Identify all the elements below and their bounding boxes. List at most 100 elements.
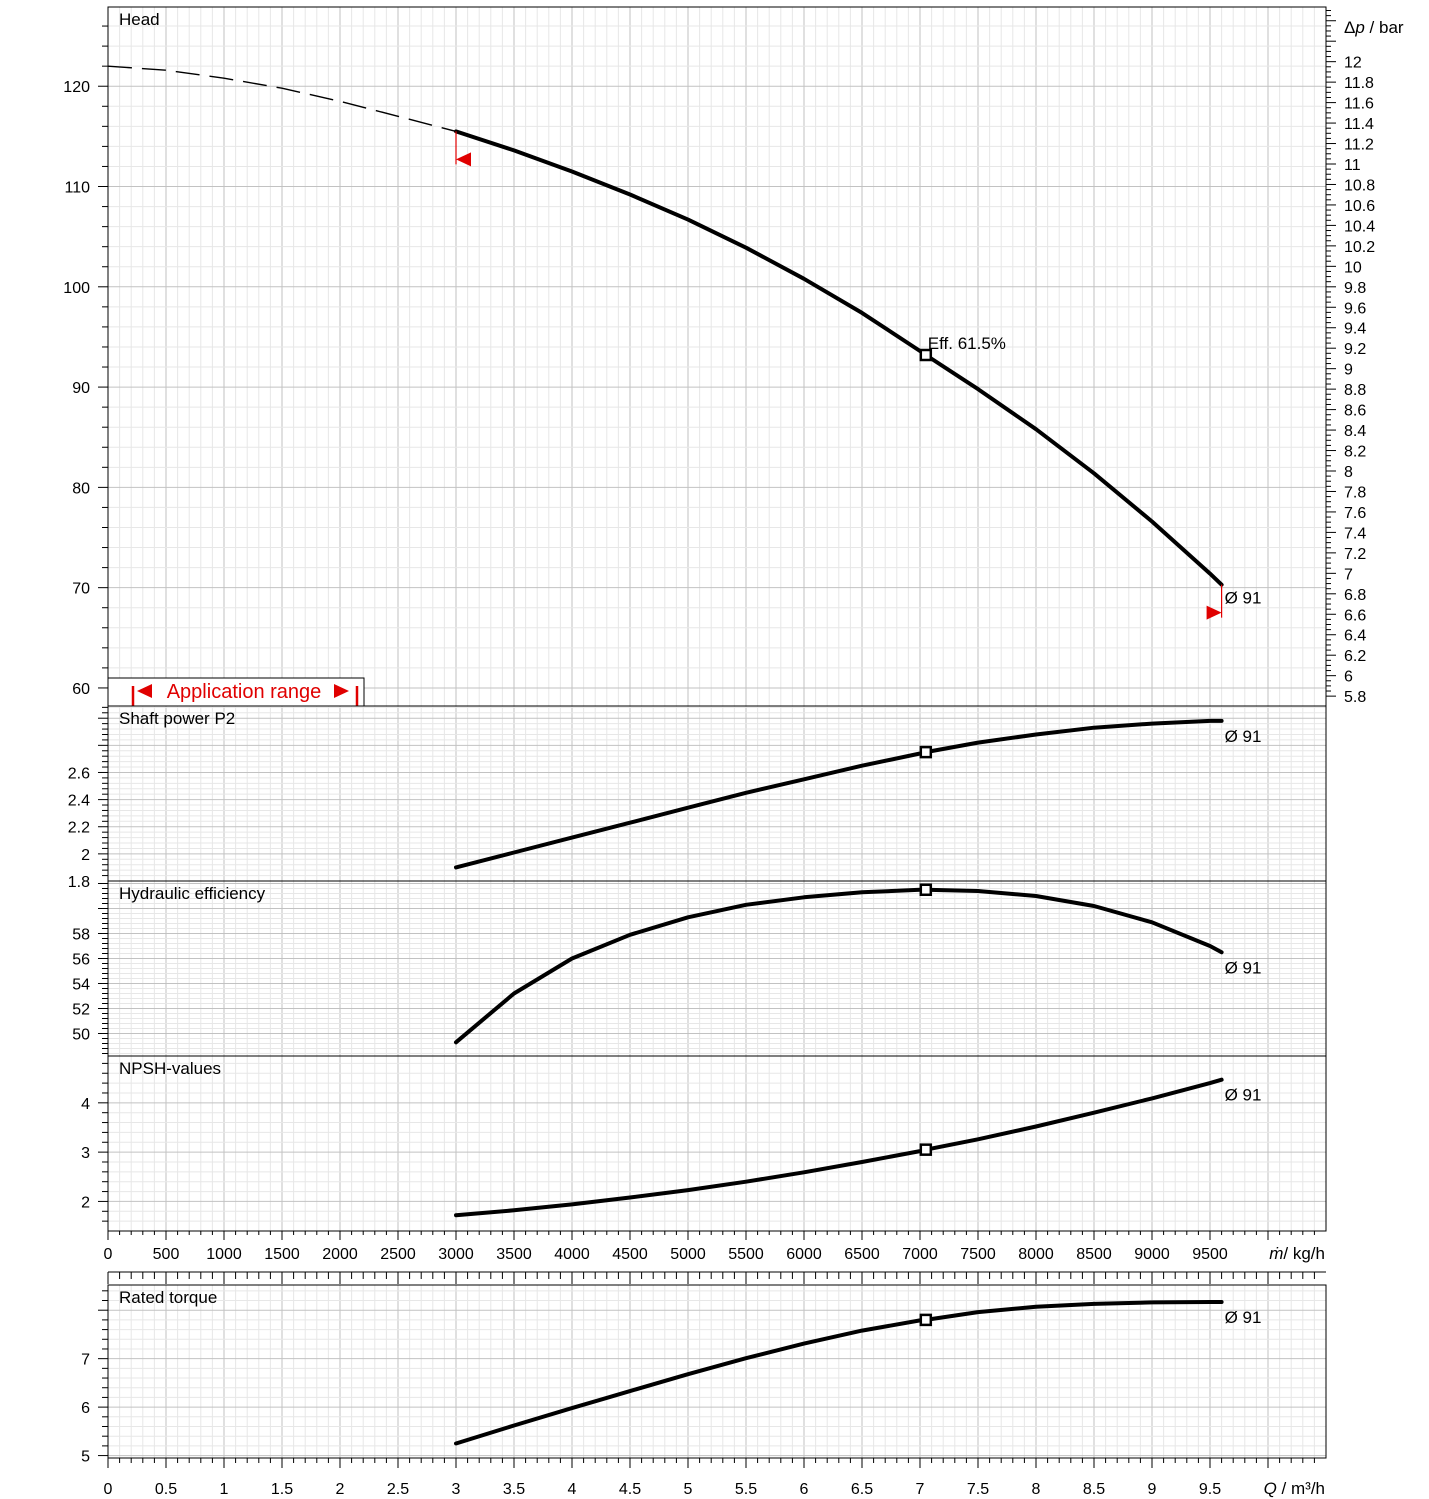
right-tick-label: 11 (1344, 157, 1361, 174)
y-tick-label: 58 (72, 927, 90, 944)
mass-flow-tick-label: 1500 (264, 1246, 300, 1263)
flow-tick-label: 1 (220, 1481, 229, 1498)
flow-tick-label: 9 (1148, 1481, 1157, 1498)
mass-flow-tick-label: 4500 (612, 1246, 648, 1263)
mass-flow-tick-label: 3500 (496, 1246, 532, 1263)
y-tick-label: 4 (81, 1096, 90, 1113)
right-tick-label: 8.2 (1344, 444, 1366, 461)
y-tick-label: 60 (72, 681, 90, 698)
y-tick-label: 5 (81, 1449, 90, 1466)
y-tick-label: 50 (72, 1027, 90, 1044)
flow-tick-label: 5.5 (735, 1481, 757, 1498)
flow-axis-label: Q / m³/h (1264, 1479, 1325, 1498)
mass-flow-tick-label: 9000 (1134, 1246, 1170, 1263)
y-tick-label: 6 (81, 1400, 90, 1417)
torque-curve-label: Ø 91 (1225, 1308, 1262, 1327)
torque-operating-point (919, 1313, 933, 1327)
flow-tick-label: 2.5 (387, 1481, 409, 1498)
right-axis-label: Δp / bar (1344, 18, 1404, 37)
y-tick-label: 7 (81, 1352, 90, 1369)
flow-tick-label: 8 (1032, 1481, 1041, 1498)
mass-flow-tick-label: 500 (153, 1246, 180, 1263)
right-tick-label: 7 (1344, 566, 1353, 583)
right-tick-label: 6 (1344, 669, 1353, 686)
efficiency-operating-point (919, 883, 933, 896)
right-tick-label: 10.8 (1344, 177, 1375, 194)
torque-curve (454, 1300, 1224, 1446)
mass-flow-tick-label: 8000 (1018, 1246, 1054, 1263)
mass-flow-tick-label: 5500 (728, 1246, 764, 1263)
legend-arrow-right (334, 684, 349, 698)
head-curve-label: Ø 91 (1225, 589, 1262, 608)
mass-flow-tick-label: 4000 (554, 1246, 590, 1263)
flow-tick-label: 2 (336, 1481, 345, 1498)
flow-tick-label: 4 (568, 1481, 577, 1498)
flow-tick-label: 6 (800, 1481, 809, 1498)
y-tick-label: 90 (72, 380, 90, 397)
npsh-curve (454, 1077, 1224, 1218)
panel-frame-head (107, 6, 1327, 707)
y-tick-label: 2.2 (68, 820, 90, 837)
mass-flow-tick-label: 6000 (786, 1246, 822, 1263)
mass-flow-tick-label: 0 (104, 1246, 113, 1263)
right-tick-label: 7.2 (1344, 546, 1366, 563)
panel-title-power: Shaft power P2 (119, 709, 235, 728)
operating-point-label: Eff. 61.5% (928, 334, 1006, 353)
mass-flow-tick-label: 9500 (1192, 1246, 1228, 1263)
right-tick-label: 6.6 (1344, 607, 1366, 624)
flow-tick-label: 5 (684, 1481, 693, 1498)
application-range-label: Application range (167, 681, 322, 703)
application-range-max-arrow (1206, 605, 1222, 620)
right-tick-label: 9.4 (1344, 321, 1366, 338)
right-tick-label: 12 (1344, 55, 1362, 72)
y-tick-label: 80 (72, 480, 90, 497)
right-tick-label: 8.4 (1344, 423, 1366, 440)
y-tick-label: 2.4 (68, 793, 90, 810)
y-tick-label: 2.6 (68, 765, 90, 782)
mass-flow-tick-label: 8500 (1076, 1246, 1112, 1263)
y-tick-label: 56 (72, 952, 90, 969)
flow-tick-label: 7 (916, 1481, 925, 1498)
npsh-operating-point (919, 1143, 933, 1156)
flow-tick-label: 0.5 (155, 1481, 177, 1498)
head-operating-point (919, 348, 933, 362)
power-curve-label: Ø 91 (1225, 727, 1262, 746)
panel-frames (98, 6, 1336, 1468)
right-tick-label: 9.8 (1344, 280, 1366, 297)
mass-flow-tick-label: 2000 (322, 1246, 358, 1263)
flow-tick-label: 4.5 (619, 1481, 641, 1498)
flow-tick-label: 9.5 (1199, 1481, 1221, 1498)
y-tick-label: 100 (63, 280, 90, 297)
right-tick-label: 10 (1344, 259, 1362, 276)
y-tick-label: 120 (63, 79, 90, 96)
right-tick-label: 11.8 (1344, 75, 1374, 92)
mass-flow-tick-label: 2500 (380, 1246, 416, 1263)
right-tick-label: 7.8 (1344, 484, 1366, 501)
right-tick-label: 11.4 (1344, 116, 1374, 133)
panel-frame-torque (107, 1284, 1327, 1459)
right-tick-label: 6.2 (1344, 648, 1366, 665)
gridlines (108, 7, 1326, 1458)
flow-tick-label: 3 (452, 1481, 461, 1498)
right-tick-label: 10.6 (1344, 198, 1375, 215)
panel-frame-npsh (107, 1055, 1327, 1232)
y-tick-label: 52 (72, 1002, 90, 1019)
right-tick-label: 9.2 (1344, 341, 1366, 358)
curves (107, 65, 1224, 1446)
y-tick-label: 2 (81, 1194, 90, 1211)
mass-flow-tick-label: 1000 (206, 1246, 242, 1263)
y-tick-label: 70 (72, 581, 90, 598)
mass-flow-tick-label: 7000 (902, 1246, 938, 1263)
panel-title-efficiency: Hydraulic efficiency (119, 884, 266, 903)
right-tick-label: 7.4 (1344, 525, 1366, 542)
right-tick-label: 9.6 (1344, 300, 1366, 317)
y-tick-label: 54 (72, 977, 90, 994)
right-tick-label: 8.6 (1344, 403, 1366, 420)
flow-tick-label: 1.5 (271, 1481, 293, 1498)
right-tick-label: 7.6 (1344, 505, 1366, 522)
right-tick-label: 10.4 (1344, 218, 1375, 235)
panel-title-torque: Rated torque (119, 1288, 217, 1307)
y-tick-label: 3 (81, 1145, 90, 1162)
